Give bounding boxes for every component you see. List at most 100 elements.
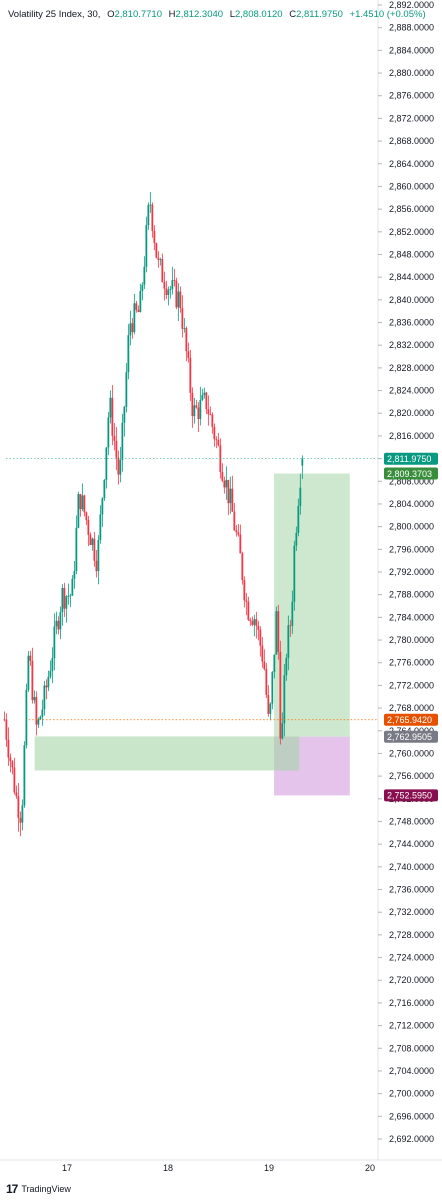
price-tick-label: 2,760.0000 — [389, 748, 434, 758]
drawing-layer[interactable] — [34, 473, 350, 796]
candle — [29, 650, 32, 666]
candle — [265, 663, 268, 699]
candle — [263, 649, 266, 671]
candle — [135, 300, 138, 313]
candle — [53, 613, 56, 671]
candle — [35, 691, 38, 736]
high-value: 2,812.3040 — [175, 9, 224, 20]
price-tick-label: 2,748.0000 — [389, 816, 434, 826]
price-tick-label: 2,888.0000 — [389, 23, 434, 33]
candle — [41, 699, 44, 726]
candle — [233, 502, 236, 532]
candle — [105, 447, 108, 489]
candle — [107, 412, 110, 456]
price-tick-label: 2,740.0000 — [389, 862, 434, 872]
price-tick-label: 2,732.0000 — [389, 907, 434, 917]
candle — [163, 271, 166, 301]
target-zone[interactable] — [274, 473, 350, 737]
tradingview-logo-icon: 17 — [6, 1182, 18, 1196]
candle — [257, 620, 260, 641]
high-key: H — [168, 9, 176, 20]
candle — [19, 811, 22, 837]
price-tick-label: 2,728.0000 — [389, 930, 434, 940]
price-tick-label: 2,824.0000 — [389, 386, 434, 396]
candle — [157, 251, 160, 268]
candle — [183, 318, 186, 333]
footer[interactable]: 17 TradingView — [6, 1182, 71, 1196]
price-tick-label: 2,848.0000 — [389, 249, 434, 259]
candle — [243, 576, 246, 608]
candle — [87, 515, 90, 547]
candle — [277, 604, 280, 660]
time-axis[interactable]: 17 18 19 20 — [0, 1159, 442, 1173]
candle — [59, 606, 62, 640]
candle — [215, 436, 218, 449]
time-tick-label: 18 — [163, 1163, 173, 1173]
candle — [45, 679, 48, 700]
price-tick-label: 2,772.0000 — [389, 680, 434, 690]
candle — [123, 405, 126, 437]
price-tick-label: 2,700.0000 — [389, 1089, 434, 1099]
svg-text:2,811.9750: 2,811.9750 — [387, 454, 431, 464]
price-label: 2,765.9420 — [384, 713, 438, 726]
price-tick-label: 2,804.0000 — [389, 499, 434, 509]
demand-zone[interactable] — [34, 736, 300, 771]
candle — [227, 479, 230, 516]
price-tick-label: 2,836.0000 — [389, 318, 434, 328]
price-tick-label: 2,708.0000 — [389, 1043, 434, 1053]
symbol-title[interactable]: Volatility 25 Index, 30, — [8, 9, 101, 20]
candle — [137, 305, 140, 313]
candle — [143, 256, 146, 290]
candle — [25, 683, 28, 749]
candle — [161, 253, 164, 283]
candle — [147, 202, 150, 230]
candle — [97, 535, 100, 585]
price-labels: 2,811.9750 2,809.3703 2,765.9420 2,762.9505… — [384, 452, 438, 802]
candle — [83, 494, 86, 517]
candle — [91, 537, 94, 551]
candle — [63, 582, 66, 617]
price-tick-label: 2,712.0000 — [389, 1021, 434, 1031]
candle — [211, 412, 214, 434]
candle — [89, 532, 92, 546]
open-value: 2,810.7710 — [114, 9, 162, 20]
candle — [293, 540, 296, 611]
candle — [235, 524, 238, 537]
price-tick-label: 2,808.0000 — [389, 476, 434, 486]
price-tick-label: 2,892.0000 — [389, 0, 434, 10]
open-key: O — [107, 9, 115, 20]
candle — [241, 551, 244, 585]
candle — [77, 491, 80, 529]
candle — [31, 647, 34, 704]
candle — [181, 295, 184, 338]
candle — [13, 757, 16, 795]
price-tick-label: 2,784.0000 — [389, 612, 434, 622]
candle — [247, 596, 250, 622]
price-tick-label: 2,776.0000 — [389, 658, 434, 668]
price-label: 2,809.3703 — [384, 467, 438, 480]
low-key: L — [229, 9, 235, 20]
candle — [7, 727, 10, 766]
candle — [3, 711, 6, 722]
candle — [259, 626, 262, 657]
candle — [27, 651, 30, 692]
candle — [11, 760, 14, 775]
price-tick-label: 2,756.0000 — [389, 771, 434, 781]
candle — [153, 225, 156, 251]
price-axis[interactable]: 2,692.0000 2,696.0000 2,700.0000 2,704.0000… — [377, 0, 434, 1160]
candle — [195, 399, 198, 409]
candle — [165, 280, 168, 299]
candle — [237, 523, 240, 537]
change-value: +1.4510 (+0.05%) — [349, 9, 426, 20]
price-tick-label: 2,800.0000 — [389, 522, 434, 532]
price-tick-label: 2,792.0000 — [389, 567, 434, 577]
candle — [283, 663, 286, 737]
candle — [79, 493, 82, 517]
candle — [149, 191, 152, 213]
candle — [33, 690, 36, 704]
candle — [185, 326, 188, 362]
candle — [127, 324, 130, 380]
svg-text:2,752.5950: 2,752.5950 — [387, 791, 432, 801]
price-tick-label: 2,844.0000 — [389, 272, 434, 282]
